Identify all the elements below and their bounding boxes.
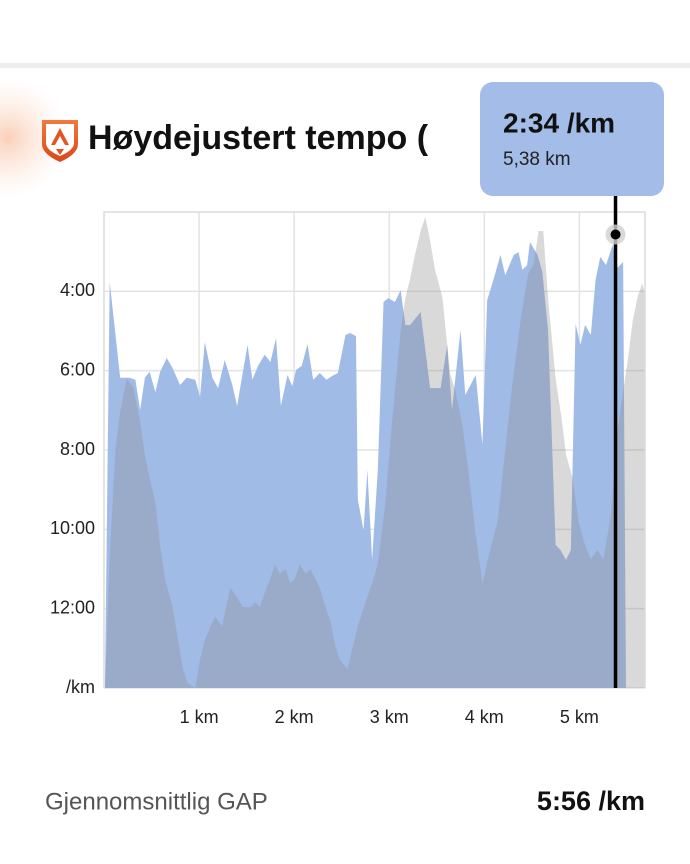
summary-value: 5:56 /km: [537, 786, 645, 816]
pace-area: [104, 242, 626, 688]
x-tick-label: 1 km: [180, 707, 219, 727]
tooltip-box: [480, 82, 664, 196]
decor-glow: [0, 78, 68, 198]
y-tick-label: 4:00: [60, 280, 95, 300]
summary-label: Gjennomsnittlig GAP: [45, 788, 268, 815]
tooltip: 2:34 /km 5,38 km: [480, 82, 664, 196]
y-tick-label: /km: [66, 677, 95, 697]
plot-frame: [103, 211, 646, 688]
y-tick-label: 6:00: [60, 359, 95, 379]
y-tick-label: 8:00: [60, 439, 95, 459]
x-tick-label: 3 km: [370, 707, 409, 727]
x-tick-label: 2 km: [275, 707, 314, 727]
top-divider: [0, 63, 690, 68]
cursor-dot: [610, 229, 621, 240]
tooltip-value: 2:34 /km: [503, 107, 615, 138]
badge-icon: [42, 120, 78, 162]
elevation-area: [104, 216, 645, 688]
tooltip-distance: 5,38 km: [503, 149, 571, 170]
chart-title: Høydejustert tempo (: [88, 119, 429, 157]
x-tick-label: 5 km: [560, 707, 599, 727]
x-tick-label: 4 km: [465, 707, 504, 727]
y-tick-label: 12:00: [50, 597, 95, 617]
plot: 4:00 6:00 8:00 10:00 12:00/km 1 km 2 km 3 km 4 k…: [50, 211, 646, 727]
y-tick-label: 10:00: [50, 518, 95, 538]
cursor: [605, 196, 626, 688]
